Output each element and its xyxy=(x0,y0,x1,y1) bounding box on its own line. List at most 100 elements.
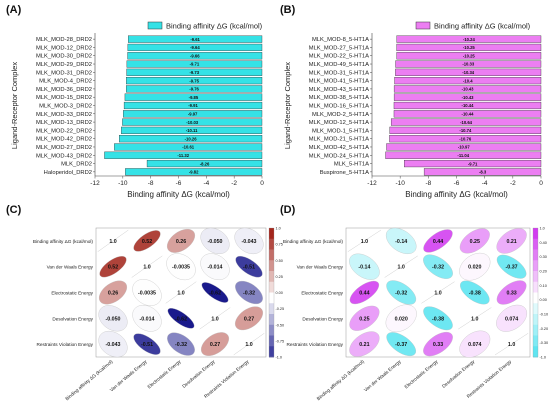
row-label: Electrostatic Energy xyxy=(301,291,343,296)
y-tick-label: MLK_MOD-21_5-HT1A xyxy=(309,137,369,143)
colorbar-segment xyxy=(269,292,274,304)
colorbar-segment xyxy=(269,346,274,358)
correlation-ellipse xyxy=(496,254,527,279)
correlation-ellipse xyxy=(132,279,162,306)
column-label: Desolvation Energy xyxy=(181,359,216,389)
bar xyxy=(393,93,542,101)
y-tick-label: MLK_MOD-22_5-HT1A xyxy=(309,54,369,60)
x-tick-label: -8 xyxy=(148,180,154,187)
y-tick-label: MLK_MOD-42_5-HT1A xyxy=(309,145,369,151)
correlation-ellipse xyxy=(423,254,453,279)
panel-label-c: (C) xyxy=(6,204,22,216)
bar-value-label: -10.97 xyxy=(458,145,471,150)
colorbar-tick-label: -0.20 xyxy=(540,327,549,331)
x-tick-label: -8 xyxy=(425,180,431,187)
row-label: Van der Waals Energy xyxy=(47,265,94,270)
y-tick-label: MLK_MOD-24_5-HT1A xyxy=(309,153,369,159)
column-label: Electrostatic Energy xyxy=(403,359,439,390)
correlation-ellipse xyxy=(133,333,161,355)
bar xyxy=(423,168,542,176)
colorbar-tick-label: -0.75 xyxy=(276,339,285,343)
colorbar-tick-label: 0.20 xyxy=(540,270,547,274)
correlation-value: -0.32 xyxy=(432,265,444,271)
y-tick-label: MLK_DRD2 xyxy=(61,162,92,168)
bar xyxy=(385,151,542,159)
bar xyxy=(389,135,542,143)
diagonal-mark xyxy=(384,255,418,278)
colorbar-segment xyxy=(533,314,538,326)
x-tick-label: -12 xyxy=(90,180,100,187)
correlation-value: 0.27 xyxy=(244,316,254,322)
colorbar-tick-label: 0.00 xyxy=(276,291,283,295)
y-tick-label: MLK_MOD-30_DRD2 xyxy=(36,54,92,60)
x-axis-title: Binding affinity ΔG (kcal/mol) xyxy=(405,190,508,199)
correlation-value: -0.32 xyxy=(243,291,255,297)
bar xyxy=(104,151,263,159)
correlation-value: 0.020 xyxy=(468,265,481,271)
legend-swatch xyxy=(147,21,163,30)
colorbar-segment xyxy=(533,292,538,304)
y-tick-label: Buspirone_5-HT1A xyxy=(320,170,369,176)
bar xyxy=(395,68,542,76)
correlation-heatmap-c: 1.0 0.52 0.26 -0.050 -0.043 0.52 1.0 -0.0035 -0.… xyxy=(33,227,285,402)
colorbar-segment xyxy=(269,238,274,250)
correlation-value: -0.043 xyxy=(105,342,120,348)
y-tick-label: MLK_MOD-13_DRD2 xyxy=(36,120,92,126)
bar xyxy=(123,101,263,110)
bar xyxy=(127,43,263,52)
bar-value-label: -9.66 xyxy=(190,53,200,58)
correlation-heatmap-d: 1.0 -0.14 0.44 0.25 0.21 -0.14 1.0 -0.32 0.020 -0… xyxy=(283,227,549,402)
correlation-ellipse xyxy=(166,253,196,281)
correlation-ellipse xyxy=(201,332,229,356)
panel-label-a: (A) xyxy=(6,4,22,16)
correlation-ellipse xyxy=(459,228,490,254)
correlation-ellipse xyxy=(98,305,128,332)
y-tick-label: MLK_MOD-12_DRD2 xyxy=(36,45,92,51)
correlation-ellipse xyxy=(460,280,490,305)
colorbar-tick-label: 0.00 xyxy=(540,298,547,302)
correlation-value: 0.074 xyxy=(468,342,481,348)
bar xyxy=(404,159,542,168)
correlation-value: -0.38 xyxy=(469,291,481,297)
correlation-value: 0.074 xyxy=(505,316,518,322)
y-tick-label: MLK_MOD-27_DRD2 xyxy=(36,145,92,151)
y-tick-label: MLK_MOD-15_DRD2 xyxy=(36,95,92,101)
colorbar-tick-label: -1.0 xyxy=(540,356,547,360)
correlation-value: -0.0035 xyxy=(172,265,190,271)
colorbar-tick-label: 0.50 xyxy=(276,259,283,263)
correlation-ellipse xyxy=(496,228,527,254)
bar xyxy=(390,118,542,126)
correlation-value: 0.52 xyxy=(108,265,118,271)
y-tick-label: MLK_MOD-12_5-HT1A xyxy=(309,120,369,126)
correlation-ellipse xyxy=(167,332,195,356)
x-tick-label: -2 xyxy=(510,180,516,187)
correlation-ellipse xyxy=(459,252,491,281)
bar-value-label: -10.61 xyxy=(182,145,195,150)
column-label: Electrostatic Energy xyxy=(146,359,182,390)
correlation-ellipse xyxy=(200,253,230,280)
correlation-value: 0.25 xyxy=(470,239,480,245)
column-label: Desolvation Energy xyxy=(441,359,476,389)
bar-value-label: -9.76 xyxy=(189,87,199,92)
bar-value-label: -11.04 xyxy=(457,153,469,158)
bar-value-label: -10.26 xyxy=(185,136,198,141)
x-tick-label: 0 xyxy=(539,180,543,187)
bar xyxy=(395,60,542,68)
colorbar-tick-label: 0.25 xyxy=(276,275,283,279)
correlation-value: 0.020 xyxy=(395,316,408,322)
bar xyxy=(394,77,542,85)
correlation-value: 1.0 xyxy=(245,342,252,348)
colorbar-segment xyxy=(533,335,538,347)
panel-label-d: (D) xyxy=(280,204,296,216)
correlation-value: 0.33 xyxy=(433,342,443,348)
bar xyxy=(127,52,263,60)
y-tick-label: MLK_MOD-36_DRD2 xyxy=(36,87,92,93)
correlation-ellipse xyxy=(133,230,161,252)
y-tick-label: MLK_MOD-27_5-HT1A xyxy=(309,45,369,51)
row-label: Desolvation Energy xyxy=(302,316,343,321)
bar xyxy=(393,110,542,118)
correlation-ellipse xyxy=(423,229,453,253)
row-label: Van der Waals Energy xyxy=(297,265,344,270)
y-tick-label: MLK_MOD-38_5-HT1A xyxy=(309,95,369,101)
bar xyxy=(393,101,542,110)
